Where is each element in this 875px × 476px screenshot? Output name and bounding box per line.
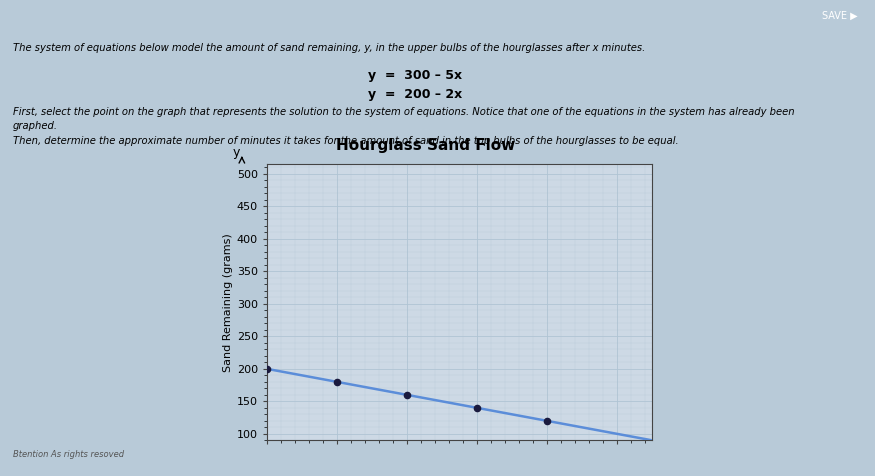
Point — [540, 417, 554, 425]
Point — [260, 365, 274, 373]
Point — [470, 404, 484, 412]
Text: Btention As rights resoved: Btention As rights resoved — [13, 450, 124, 459]
Text: The system of equations below model the amount of sand remaining, y, in the uppe: The system of equations below model the … — [13, 43, 646, 53]
Text: Then, determine the approximate number of minutes it takes for the amount of san: Then, determine the approximate number o… — [13, 136, 679, 146]
Text: graphed.: graphed. — [13, 121, 58, 131]
Point — [330, 378, 344, 386]
Text: y  =  300 – 5x: y = 300 – 5x — [368, 69, 462, 82]
Text: SAVE ▶: SAVE ▶ — [822, 10, 858, 20]
Text: Hourglass Sand Flow: Hourglass Sand Flow — [336, 138, 515, 153]
Text: y  =  200 – 2x: y = 200 – 2x — [368, 88, 462, 101]
Text: y: y — [233, 146, 240, 159]
Y-axis label: Sand Remaining (grams): Sand Remaining (grams) — [222, 233, 233, 372]
Text: First, select the point on the graph that represents the solution to the system : First, select the point on the graph tha… — [13, 107, 794, 117]
Point — [400, 391, 414, 398]
